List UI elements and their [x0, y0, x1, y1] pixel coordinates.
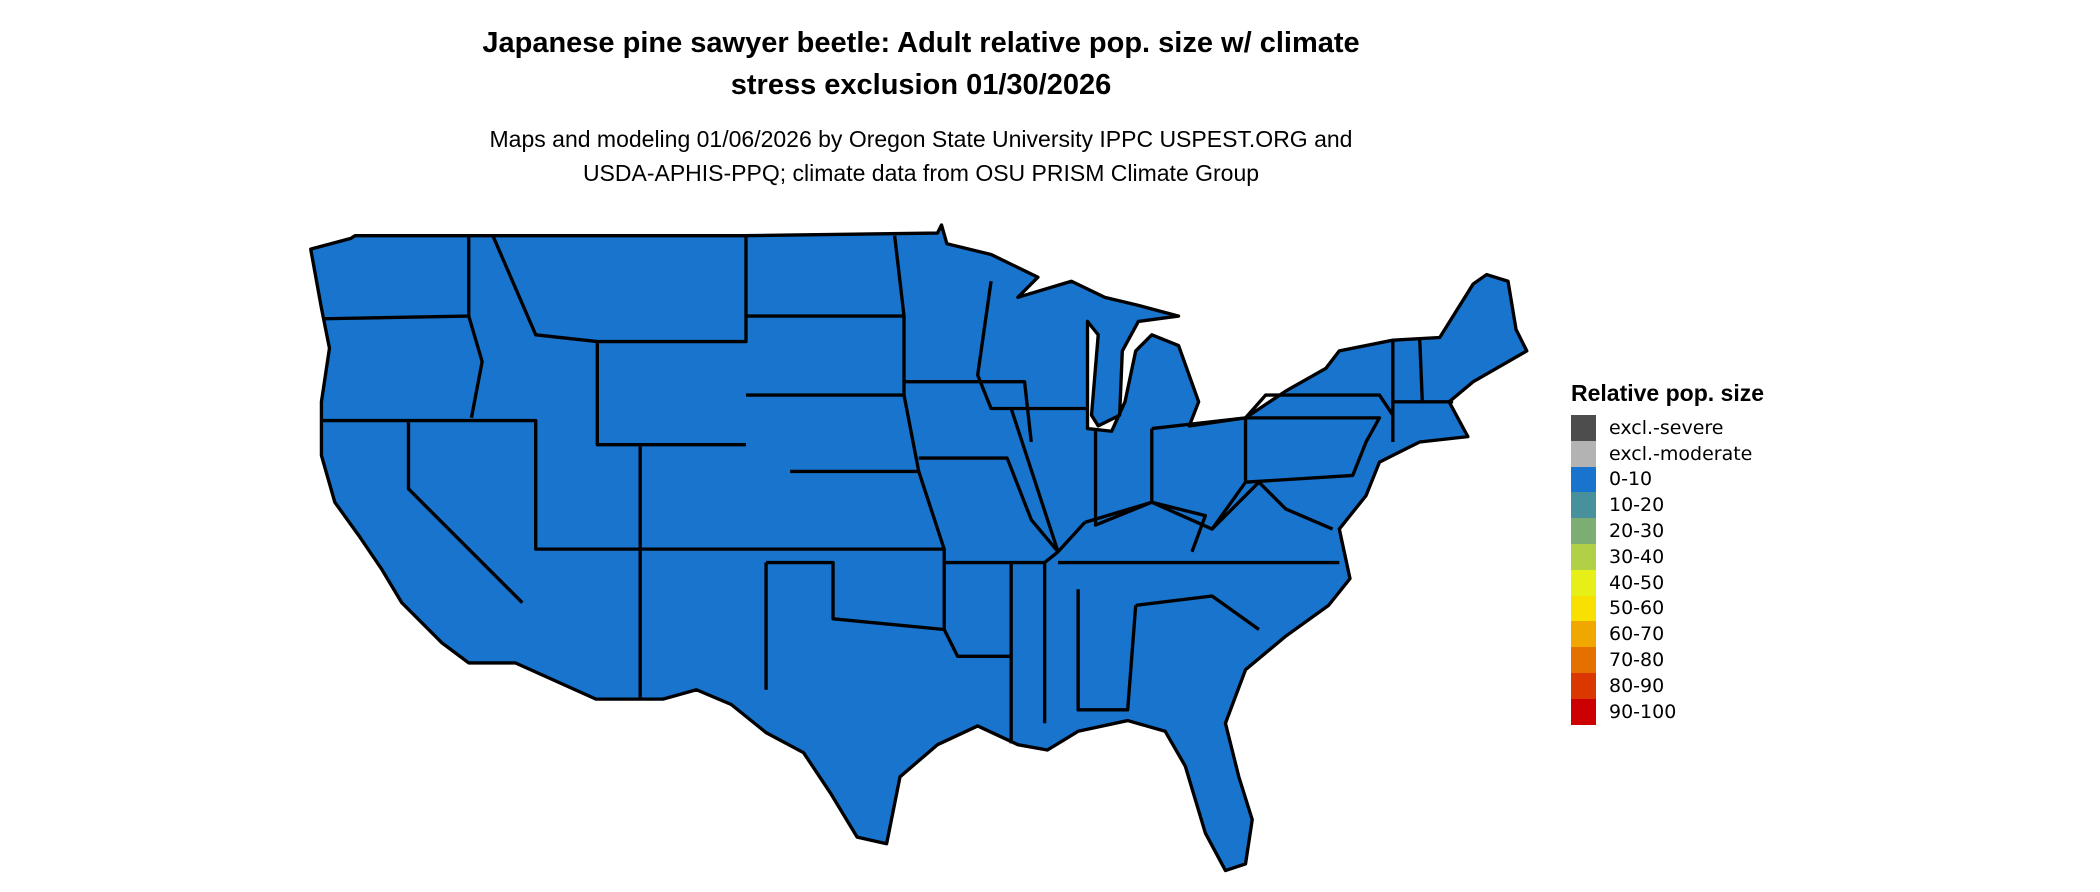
legend-swatch — [1571, 415, 1596, 441]
legend-item: 0-10 — [1571, 466, 1764, 493]
legend-swatch — [1571, 672, 1596, 699]
legend-label: 70-80 — [1609, 649, 1665, 672]
legend-item: 20-30 — [1571, 518, 1764, 544]
map-subtitle: Maps and modeling 01/06/2026 by Oregon S… — [0, 122, 1842, 190]
title-line-1: Japanese pine sawyer beetle: Adult relat… — [482, 27, 1360, 59]
legend-title: Relative pop. size — [1571, 380, 1765, 406]
legend-swatch — [1571, 647, 1596, 673]
legend-item: 70-80 — [1571, 647, 1764, 673]
state-borders — [321, 235, 1454, 744]
legend-label: excl.-severe — [1609, 416, 1724, 439]
legend-item: 90-100 — [1571, 698, 1764, 725]
legend-swatch — [1571, 543, 1596, 570]
legend-item: 60-70 — [1571, 621, 1764, 648]
title-line-2: stress exclusion 01/30/2026 — [730, 69, 1112, 101]
legend-swatch — [1571, 595, 1596, 622]
legend: Relative pop. size excl.-severe excl.-mod… — [1571, 380, 1764, 725]
legend-item: excl.-severe — [1571, 415, 1764, 441]
legend-label: 80-90 — [1609, 674, 1665, 697]
legend-label: 40-50 — [1609, 571, 1665, 594]
legend-label: 20-30 — [1609, 520, 1665, 543]
legend-swatch — [1571, 466, 1596, 493]
legend-item: 80-90 — [1571, 672, 1764, 699]
legend-label: excl.-moderate — [1609, 442, 1753, 465]
legend-swatch — [1571, 569, 1596, 596]
map-title: Japanese pine sawyer beetle: Adult relat… — [0, 22, 1842, 106]
legend-label: 10-20 — [1609, 494, 1665, 517]
legend-label: 60-70 — [1609, 623, 1665, 646]
legend-swatch — [1571, 440, 1596, 467]
subtitle-line-2: USDA-APHIS-PPQ; climate data from OSU PR… — [582, 160, 1260, 186]
legend-label: 90-100 — [1609, 700, 1677, 723]
legend-label: 50-60 — [1609, 597, 1665, 620]
legend-swatch — [1571, 621, 1596, 648]
legend-swatch — [1571, 492, 1596, 519]
legend-swatch — [1571, 698, 1596, 725]
subtitle-line-1: Maps and modeling 01/06/2026 by Oregon S… — [489, 126, 1353, 152]
legend-item: 30-40 — [1571, 543, 1764, 570]
legend-items: excl.-severe excl.-moderate 0-10 10-20 20-30… — [1571, 415, 1764, 725]
legend-label: 0-10 — [1609, 468, 1653, 491]
legend-label: 30-40 — [1609, 545, 1665, 568]
legend-item: excl.-moderate — [1571, 440, 1764, 467]
legend-item: 50-60 — [1571, 595, 1764, 622]
legend-item: 40-50 — [1571, 569, 1764, 596]
legend-swatch — [1571, 518, 1596, 544]
legend-item: 10-20 — [1571, 492, 1764, 519]
